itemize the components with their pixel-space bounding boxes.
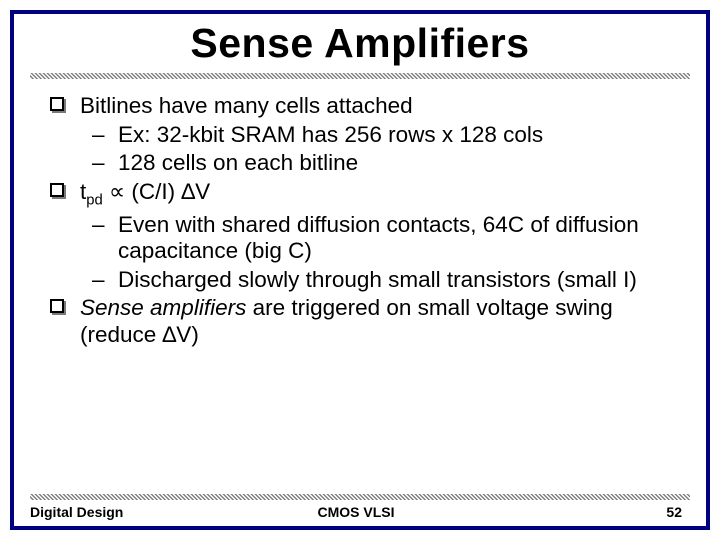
bullet-text: Even with shared diffusion contacts, 64C… (118, 212, 639, 264)
bullet-text: Ex: 32-kbit SRAM has 256 rows x 128 cols (118, 122, 543, 147)
dash-bullet-icon: – (92, 212, 105, 239)
bullet-level2: – 128 cells on each bitline (50, 150, 670, 177)
formula-sub: pd (86, 192, 103, 208)
bullet-level2: – Ex: 32-kbit SRAM has 256 rows x 128 co… (50, 122, 670, 149)
slide-body: Bitlines have many cells attached – Ex: … (14, 79, 706, 494)
footer-center: CMOS VLSI (247, 504, 464, 520)
bullet-text: Bitlines have many cells attached (80, 93, 413, 118)
slide-title: Sense Amplifiers (14, 20, 706, 67)
bullet-text: Sense amplifiers are triggered on small … (80, 295, 613, 347)
bullet-text: tpd ∝ (C/I) ∆V (80, 179, 210, 204)
footer-row: Digital Design CMOS VLSI 52 (30, 504, 690, 520)
bullet-text: Discharged slowly through small transist… (118, 267, 637, 292)
footer-right: 52 (465, 504, 690, 520)
footer-left: Digital Design (30, 504, 247, 520)
slide-frame: Sense Amplifiers Bitlines have many cell… (10, 10, 710, 530)
square-bullet-icon (50, 97, 64, 111)
bullet-level1: tpd ∝ (C/I) ∆V (50, 179, 670, 210)
bullet-text: 128 cells on each bitline (118, 150, 358, 175)
footer-area: Digital Design CMOS VLSI 52 (14, 494, 706, 526)
dash-bullet-icon: – (92, 122, 105, 149)
dash-bullet-icon: – (92, 150, 105, 177)
bullet-level2: – Even with shared diffusion contacts, 6… (50, 212, 670, 265)
bullet-level1: Sense amplifiers are triggered on small … (50, 295, 670, 348)
title-area: Sense Amplifiers (14, 14, 706, 71)
footer-rule (30, 494, 690, 500)
square-bullet-icon (50, 183, 64, 197)
emphasis-text: Sense amplifiers (80, 295, 246, 320)
square-bullet-icon (50, 299, 64, 313)
bullet-level2: – Discharged slowly through small transi… (50, 267, 670, 294)
formula-rest: ∝ (C/I) ∆V (103, 179, 210, 204)
bullet-level1: Bitlines have many cells attached (50, 93, 670, 120)
dash-bullet-icon: – (92, 267, 105, 294)
